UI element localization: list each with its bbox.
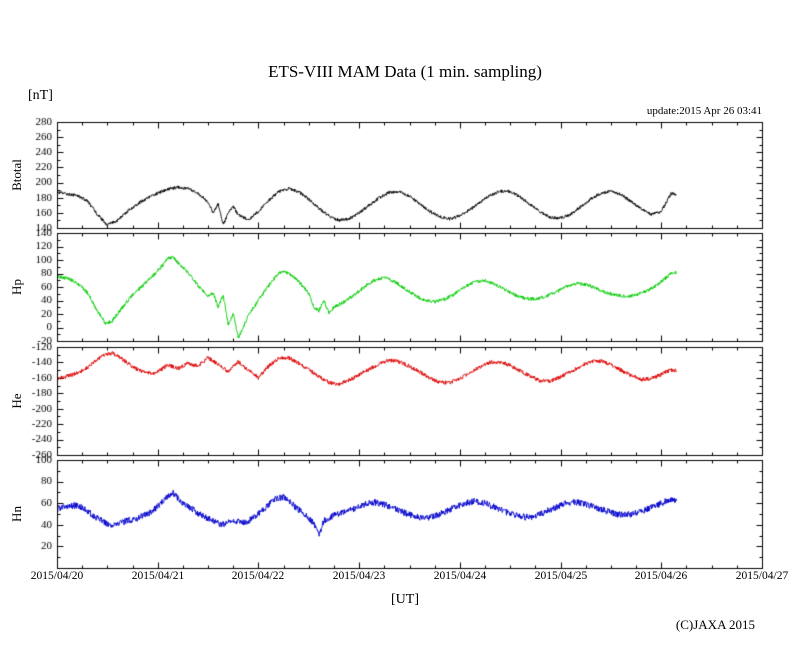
panel-label-he: He — [9, 393, 24, 409]
y-axis-unit-label: [nT] — [28, 88, 53, 103]
panel-label-btotal: Btotal — [9, 159, 24, 191]
chart-title: ETS-VIII MAM Data (1 min. sampling) — [268, 62, 542, 81]
x-axis-label: [UT] — [391, 592, 419, 607]
update-timestamp: update:2015 Apr 26 03:41 — [646, 105, 762, 117]
x-tick-label: 2015/04/27 — [735, 570, 789, 582]
panel-label-hn: Hn — [9, 506, 24, 522]
x-tick-label: 2015/04/23 — [332, 570, 386, 582]
x-tick-label: 2015/04/25 — [534, 570, 588, 582]
panel-label-hp: Hp — [9, 279, 24, 295]
x-tick-label: 2015/04/22 — [231, 570, 285, 582]
x-tick-label: 2015/04/24 — [433, 570, 487, 582]
x-tick-label: 2015/04/26 — [634, 570, 688, 582]
copyright: (C)JAXA 2015 — [675, 617, 755, 632]
x-tick-label: 2015/04/21 — [131, 570, 185, 582]
x-tick-label: 2015/04/20 — [30, 570, 84, 582]
